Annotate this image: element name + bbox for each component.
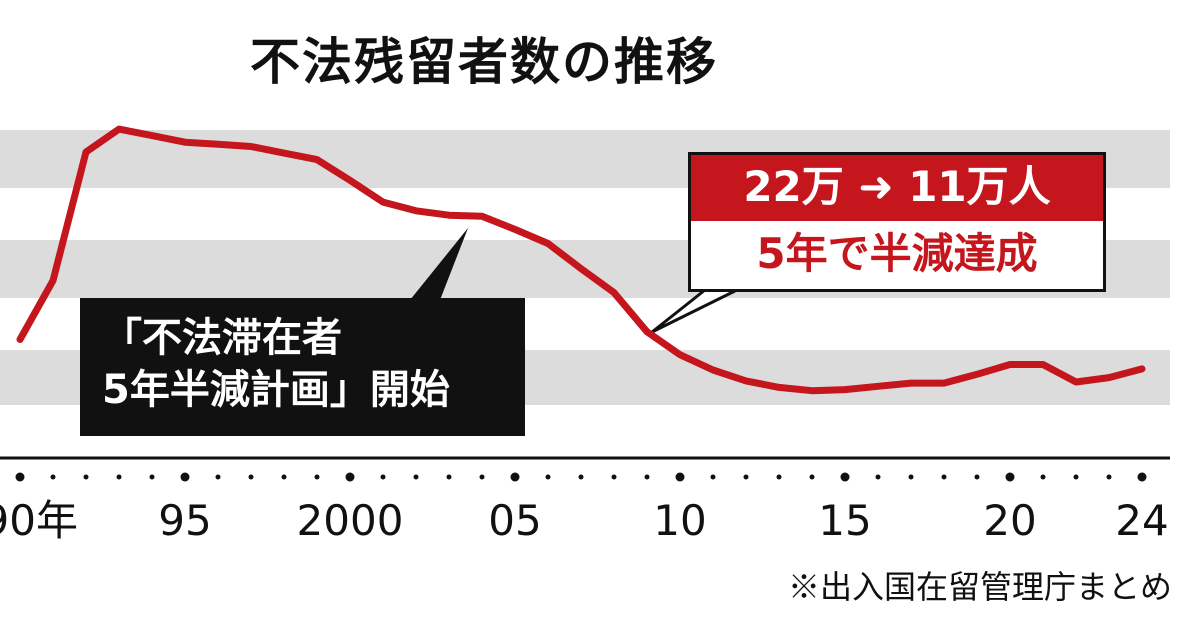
x-tick-label-2020: 20 [983,496,1036,545]
x-tick-dot-2007 [578,474,584,480]
x-tick-dot-2013 [776,474,782,480]
x-tick-dot-2022 [1073,474,1079,480]
source-note: ※出入国在留管理庁まとめ [787,568,1172,606]
annotation-halved-head: 22万 ➜ 11万人 [691,155,1103,221]
callout-pointer-black [410,228,468,300]
x-tick-dot-1991 [50,474,56,480]
x-tick-dot-2001 [380,474,386,480]
annotation-plan-start: 「不法滞在者 5年半減計画」開始 [80,298,525,436]
annotation-plan-line-2: 5年半減計画」開始 [102,367,450,413]
x-tick-dot-1996 [215,474,221,480]
x-tick-dot-1995 [180,472,190,482]
x-tick-dot-2011 [710,474,716,480]
x-tick-dot-1997 [248,474,254,480]
x-tick-dot-2005 [510,472,520,482]
x-tick-dot-1993 [116,474,122,480]
x-tick-dot-2004 [479,474,485,480]
x-tick-label-1995: 95 [158,496,211,545]
series-line [16,125,1146,395]
x-axis-ticks [15,472,1147,482]
x-tick-dot-1994 [149,474,155,480]
x-tick-dot-2008 [611,474,617,480]
x-tick-dot-2012 [743,474,749,480]
x-tick-label-2024: 24 [1115,496,1168,545]
x-tick-labels: 90年 95 2000 05 10 15 20 24 [0,496,1169,545]
x-tick-dot-2023 [1106,474,1112,480]
x-tick-dot-2003 [446,474,452,480]
x-tick-dot-2000 [345,472,355,482]
x-tick-dot-2021 [1040,474,1046,480]
x-tick-label-2010: 10 [653,496,706,545]
x-tick-dot-1990 [15,472,25,482]
x-tick-dot-2006 [545,474,551,480]
x-tick-label-2015: 15 [818,496,871,545]
x-tick-label-2005: 05 [488,496,541,545]
x-tick-dot-1992 [83,474,89,480]
x-tick-dot-2016 [875,474,881,480]
x-tick-dot-2014 [809,474,815,480]
x-tick-dot-1999 [314,474,320,480]
x-tick-dot-2010 [675,472,685,482]
chart-title: 不法残留者数の推移 [250,33,718,91]
series-line-1 [16,125,1146,395]
x-tick-dot-2018 [941,474,947,480]
annotation-halved-sub: 5年で半減達成 [756,229,1038,278]
x-tick-dot-1998 [281,474,287,480]
x-tick-label-2000: 2000 [297,496,404,545]
x-tick-label-1990: 90年 [0,496,78,545]
annotation-halved: 22万 ➜ 11万人 5年で半減達成 [688,152,1106,292]
x-tick-dot-2002 [413,474,419,480]
x-tick-dot-2024 [1137,472,1147,482]
x-tick-dot-2020 [1005,472,1015,482]
callout-black-pointer [410,228,468,300]
x-tick-dot-2015 [840,472,850,482]
x-tick-dot-2019 [974,474,980,480]
x-tick-dot-2009 [644,474,650,480]
annotation-plan-line-1: 「不法滞在者 [102,315,342,361]
x-tick-dot-2017 [908,474,914,480]
